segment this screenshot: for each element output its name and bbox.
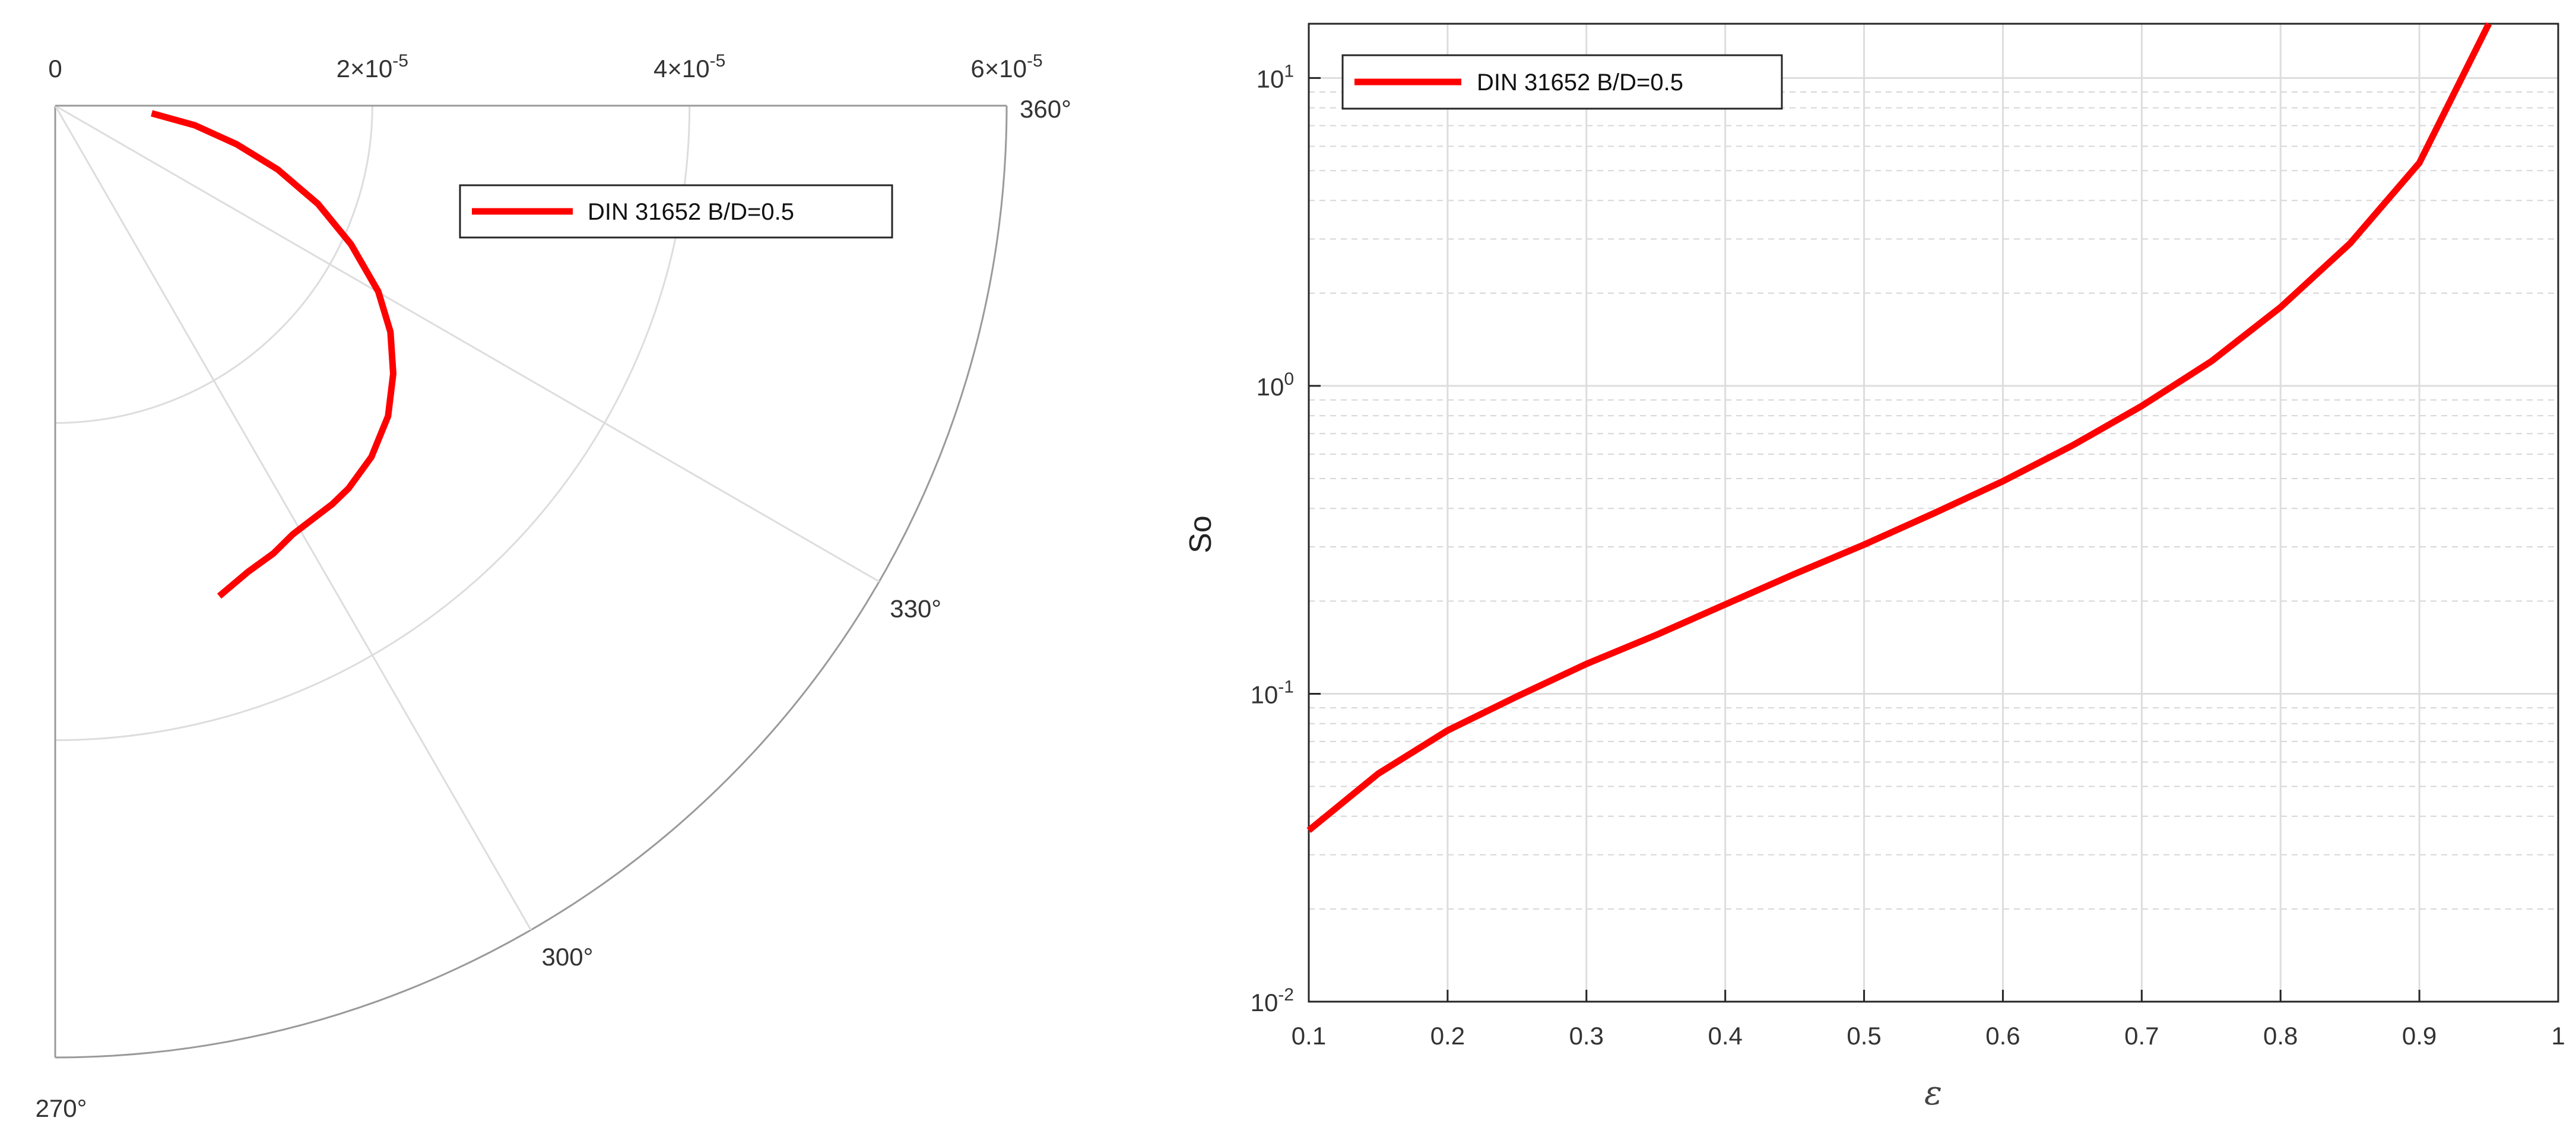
tick-exponent: 1 [1284, 61, 1294, 81]
tick-exponent: -5 [392, 51, 408, 71]
cartesian-series-line [1306, 22, 2492, 833]
polar-radial-tick-label: 2×10-5 [337, 51, 408, 83]
polar-radial-tick-label: 0 [48, 55, 62, 83]
polar-chart: 0 2×10-5 4×10-5 6×10-5 360° 330° 300° 27… [36, 51, 1071, 1121]
polar-angle-tick-labels: 360° 330° 300° 270° [36, 95, 1071, 1121]
polar-angle-tick-label: 300° [542, 943, 594, 971]
y-tick-label: 100 [1257, 369, 1294, 401]
polar-legend: DIN 31652 B/D=0.5 [459, 184, 893, 239]
tick-mantissa: 10 [1251, 680, 1279, 708]
x-axis-label: ε [1924, 1074, 1942, 1113]
polar-angle-gridline [55, 104, 880, 582]
tick-exponent: -5 [1027, 51, 1043, 71]
x-tick-label: 0.8 [2263, 1022, 2298, 1050]
plot-area-frame [1308, 23, 2559, 1003]
y-tick-label: 10-2 [1251, 985, 1294, 1016]
tick-mantissa: 4 [653, 55, 667, 83]
tick-mantissa: 2 [337, 55, 350, 83]
tick-exponent: -2 [1278, 985, 1294, 1005]
polar-radial-tick-label: 4×10-5 [653, 51, 725, 83]
polar-radial-gridline [55, 105, 373, 424]
tick-exponent: -5 [710, 51, 726, 71]
legend-entry-label: DIN 31652 B/D=0.5 [588, 199, 794, 225]
x-tick-label: 0.5 [1847, 1022, 1881, 1050]
legend-entry-label: DIN 31652 B/D=0.5 [1477, 69, 1683, 96]
polar-angle-tick-label: 330° [890, 595, 941, 623]
x-tick-label: 0.9 [2402, 1022, 2437, 1050]
polar-angle-tick-label: 270° [36, 1094, 87, 1121]
x-tick-label: 1 [2551, 1022, 2565, 1050]
tick-exponent: 0 [1284, 369, 1294, 389]
x-tick-label: 0.7 [2124, 1022, 2159, 1050]
x-tick-label: 0.1 [1292, 1022, 1326, 1050]
y-tick-label: 101 [1257, 61, 1294, 93]
tick-mantissa: 6 [970, 55, 984, 83]
polar-angle-tick-label: 360° [1020, 95, 1071, 123]
tick-exponent: -1 [1278, 677, 1294, 696]
tick-mantissa: 10 [1257, 65, 1284, 93]
x-axis-tick-labels: 0.1 0.2 0.3 0.4 0.5 0.6 0.7 0.8 0.9 1 [1292, 1022, 2565, 1050]
polar-outer-arc [55, 105, 1008, 1059]
cartesian-legend: DIN 31652 B/D=0.5 [1341, 54, 1783, 110]
x-tick-label: 0.2 [1430, 1022, 1465, 1050]
polar-grid [54, 104, 1008, 1059]
polar-series-line [151, 110, 396, 599]
x-tick-label: 0.3 [1569, 1022, 1604, 1050]
y-tick-label: 10-1 [1251, 677, 1294, 708]
tick-mantissa: 10 [1251, 989, 1279, 1016]
cartesian-chart: 0.1 0.2 0.3 0.4 0.5 0.6 0.7 0.8 0.9 1 10… [1184, 22, 2565, 1113]
tick-mantissa: 10 [1257, 373, 1284, 401]
polar-angle-gridline [54, 105, 532, 930]
x-tick-label: 0.4 [1708, 1022, 1742, 1050]
y-axis-tick-labels: 10-2 10-1 100 101 [1251, 61, 1294, 1016]
y-axis-label: So [1184, 515, 1218, 553]
polar-radial-tick-labels: 0 2×10-5 4×10-5 6×10-5 [48, 51, 1042, 83]
x-tick-label: 0.6 [1985, 1022, 2020, 1050]
polar-radial-tick-label: 6×10-5 [970, 51, 1042, 83]
polar-radial-gridline [55, 105, 691, 742]
